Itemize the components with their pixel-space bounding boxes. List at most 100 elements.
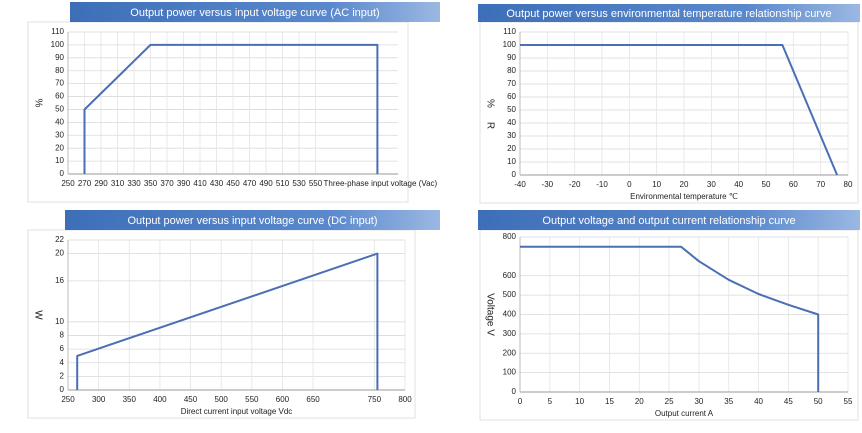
x-tick-label: 0 (627, 180, 632, 189)
x-tick-label: 250 (61, 395, 75, 404)
y-tick-label: 50 (55, 105, 64, 114)
y-axis-title: W (32, 310, 43, 320)
x-axis-title: Direct current input voltage Vdc (181, 407, 293, 416)
title-banner (478, 4, 860, 22)
x-axis-title: Output current A (655, 409, 714, 418)
y-tick-label: 600 (503, 271, 517, 280)
x-tick-label: 310 (111, 179, 125, 188)
x-tick-label: 50 (814, 397, 823, 406)
x-tick-label: 470 (243, 179, 257, 188)
x-tick-label: 20 (680, 180, 689, 189)
y-tick-label: 800 (503, 232, 517, 241)
y-tick-label: 16 (55, 276, 64, 285)
y-tick-label: 500 (503, 290, 517, 299)
x-tick-label: 370 (160, 179, 174, 188)
x-tick-label: 350 (144, 179, 158, 188)
y-tick-label: 0 (60, 385, 65, 394)
y-tick-label: 10 (55, 317, 64, 326)
title-banner (478, 210, 860, 230)
series-line (520, 44, 839, 176)
y-tick-label: 400 (503, 310, 517, 319)
x-tick-label: 20 (635, 397, 644, 406)
y-tick-label: 8 (60, 331, 65, 340)
x-axis-title: Three-phase input voltage (Vac) (324, 179, 438, 188)
x-tick-label: 550 (309, 179, 323, 188)
x-tick-label: 80 (844, 180, 853, 189)
y-tick-label: 22 (55, 235, 64, 244)
x-tick-label: 0 (518, 397, 523, 406)
x-tick-label: 290 (94, 179, 108, 188)
x-tick-label: 40 (754, 397, 763, 406)
y-tick-label: 50 (507, 105, 516, 114)
y-tick-label: 10 (55, 156, 64, 165)
y-tick-label: 100 (503, 368, 517, 377)
chart-title: Output power versus environmental temper… (506, 8, 831, 20)
y-tick-label: 80 (55, 66, 64, 75)
x-tick-label: 15 (605, 397, 614, 406)
x-tick-label: -40 (514, 180, 526, 189)
y-tick-label: 30 (507, 131, 516, 140)
chart-title: Output voltage and output current relati… (542, 215, 795, 227)
y-tick-label: 300 (503, 329, 517, 338)
x-tick-label: 10 (652, 180, 661, 189)
x-tick-label: 600 (276, 395, 290, 404)
x-tick-label: 50 (762, 180, 771, 189)
x-tick-label: -30 (542, 180, 554, 189)
x-tick-label: 330 (127, 179, 141, 188)
y-tick-label: 30 (55, 130, 64, 139)
panel-frame (479, 21, 859, 204)
y-tick-label: 60 (55, 92, 64, 101)
x-tick-label: 70 (816, 180, 825, 189)
y-tick-label: 0 (512, 387, 517, 396)
x-tick-label: 40 (734, 180, 743, 189)
y-tick-label: 40 (507, 118, 516, 127)
y-tick-label: 80 (507, 66, 516, 75)
chart-title: Output power versus input voltage curve … (130, 7, 379, 19)
x-tick-label: 35 (724, 397, 733, 406)
x-tick-label: 450 (184, 395, 198, 404)
x-tick-label: 10 (575, 397, 584, 406)
x-tick-label: 530 (292, 179, 306, 188)
x-tick-label: 300 (92, 395, 106, 404)
x-tick-label: 800 (398, 395, 412, 404)
x-tick-label: 5 (548, 397, 553, 406)
x-tick-label: 430 (210, 179, 224, 188)
annotation: R (484, 122, 495, 129)
y-tick-label: 100 (51, 40, 65, 49)
x-tick-label: 45 (784, 397, 793, 406)
y-tick-label: 20 (507, 144, 516, 153)
y-tick-label: 20 (55, 249, 64, 258)
x-tick-label: 510 (276, 179, 290, 188)
y-tick-label: 40 (55, 117, 64, 126)
y-tick-label: 6 (60, 344, 65, 353)
y-tick-label: 70 (55, 79, 64, 88)
y-axis-title: % (484, 99, 495, 108)
x-tick-label: 30 (694, 397, 703, 406)
x-tick-label: 550 (245, 395, 259, 404)
y-tick-label: 90 (55, 53, 64, 62)
y-tick-label: 0 (60, 169, 65, 178)
series-line (76, 252, 379, 390)
x-tick-label: 250 (61, 179, 75, 188)
y-tick-label: 2 (60, 371, 65, 380)
y-tick-label: 0 (512, 170, 517, 179)
x-axis-title: Environmental temperature ℃ (630, 192, 738, 201)
x-tick-label: 30 (707, 180, 716, 189)
x-tick-label: 400 (153, 395, 167, 404)
x-tick-label: 410 (193, 179, 207, 188)
y-tick-label: 110 (503, 27, 516, 36)
x-tick-label: 25 (665, 397, 674, 406)
y-axis-title: Voltage V (484, 293, 495, 336)
y-tick-label: 20 (55, 143, 64, 152)
title-banner (65, 210, 440, 230)
x-tick-label: -10 (596, 180, 608, 189)
y-tick-label: 60 (507, 92, 516, 101)
title-banner (70, 2, 440, 22)
x-tick-label: 450 (226, 179, 240, 188)
x-tick-label: 500 (215, 395, 229, 404)
y-tick-label: 200 (503, 348, 517, 357)
y-tick-label: 100 (503, 40, 517, 49)
x-tick-label: -20 (569, 180, 581, 189)
y-tick-label: 110 (51, 27, 64, 36)
